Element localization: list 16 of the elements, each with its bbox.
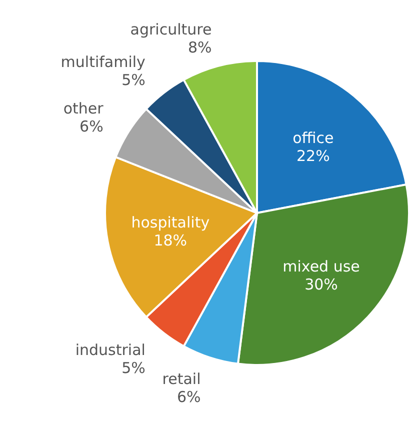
data-label: 5% (122, 358, 146, 377)
data-label: 30% (304, 275, 338, 294)
data-label: 6% (80, 117, 104, 136)
data-label: 22% (296, 147, 330, 166)
slice-label: hospitality (131, 214, 210, 232)
slice-label: multifamily (60, 53, 146, 72)
slice-label: industrial (75, 340, 146, 359)
data-label: 5% (122, 71, 146, 90)
data-label: 8% (188, 38, 212, 57)
data-label: 6% (176, 388, 201, 406)
slice-label: retail (162, 370, 201, 388)
slice-label: agriculture (130, 20, 212, 39)
slice-label: office (292, 129, 334, 148)
slice-label: other (63, 99, 104, 118)
data-label: 18% (154, 232, 188, 250)
slice-label: mixed use (282, 257, 360, 276)
